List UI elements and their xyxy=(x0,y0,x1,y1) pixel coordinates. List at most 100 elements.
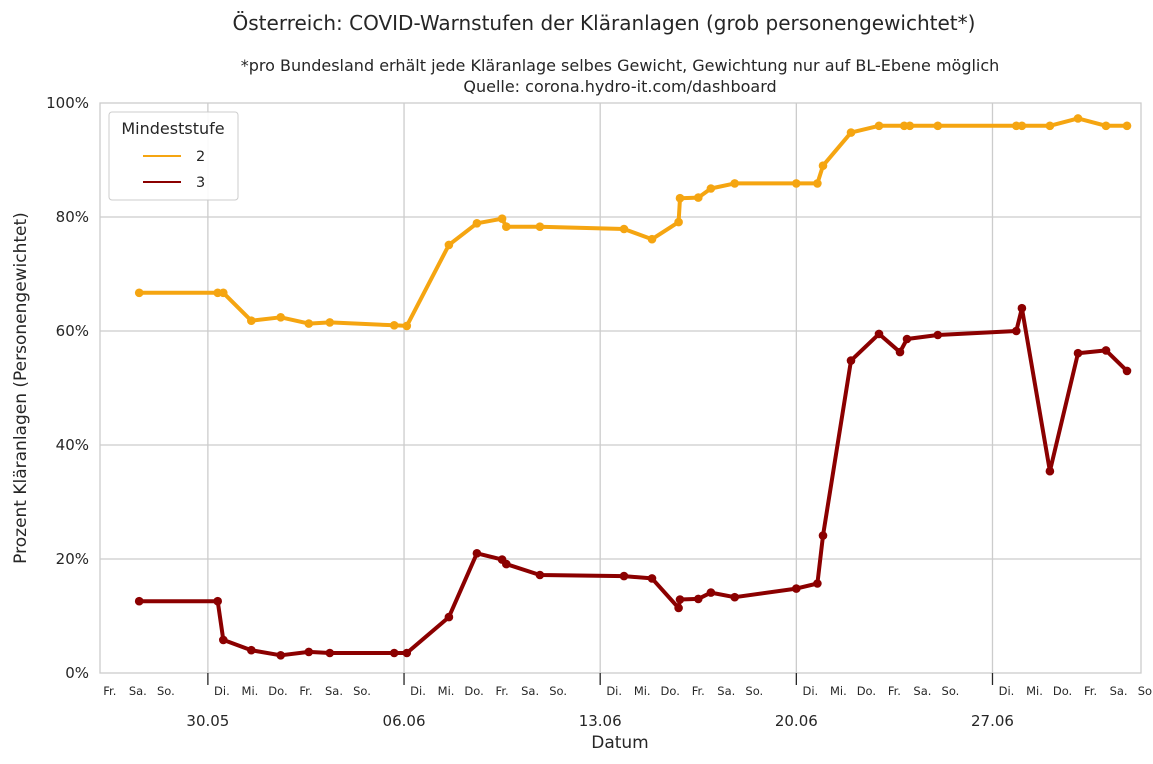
x-day-label: Di. xyxy=(410,684,426,698)
data-point-series-2 xyxy=(694,193,703,202)
x-day-label: Do. xyxy=(268,684,287,698)
x-day-label: So. xyxy=(157,684,175,698)
data-point-series-2 xyxy=(134,288,144,298)
x-day-label: So. xyxy=(942,684,960,698)
data-point-series-3 xyxy=(846,356,856,365)
data-point-series-3 xyxy=(213,596,222,606)
data-point-series-3 xyxy=(1045,466,1055,476)
data-point-series-2 xyxy=(502,222,511,231)
plot-frame xyxy=(99,102,1142,674)
data-point-series-2 xyxy=(874,121,884,131)
data-point-series-3 xyxy=(219,635,228,645)
x-day-label: Sa. xyxy=(129,684,147,698)
data-point-series-3 xyxy=(895,347,905,357)
data-point-series-3 xyxy=(647,574,657,583)
data-point-series-2 xyxy=(535,222,545,231)
data-point-series-3 xyxy=(874,329,884,339)
x-axis-label: Datum xyxy=(591,733,649,753)
x-major-tick-label: 13.06 xyxy=(579,712,622,730)
data-point-series-2 xyxy=(933,121,943,131)
data-point-series-2 xyxy=(813,179,822,188)
data-point-series-2 xyxy=(730,179,739,188)
x-day-label: Mi. xyxy=(438,684,455,698)
data-point-series-2 xyxy=(1073,114,1083,123)
y-tick-label: 100% xyxy=(46,94,89,112)
data-point-series-2 xyxy=(472,219,482,228)
x-day-label: Fr. xyxy=(496,684,509,698)
grid xyxy=(100,103,1141,673)
x-day-label: Sa. xyxy=(325,684,343,698)
x-day-label: Sa. xyxy=(521,684,539,698)
data-point-series-3 xyxy=(902,334,912,344)
x-day-label: So. xyxy=(549,684,567,698)
x-day-label: Fr. xyxy=(299,684,312,698)
x-day-label: Mi. xyxy=(1026,684,1043,698)
data-point-series-2 xyxy=(402,321,412,331)
data-point-series-2 xyxy=(818,161,828,170)
data-point-series-3 xyxy=(1012,326,1021,336)
x-day-label: Fr. xyxy=(1084,684,1097,698)
data-point-series-2 xyxy=(1101,121,1111,131)
x-day-label: So. xyxy=(353,684,371,698)
data-point-series-3 xyxy=(304,647,314,657)
y-tick-label: 60% xyxy=(56,322,89,340)
data-point-series-2 xyxy=(706,184,716,193)
x-day-label: Do. xyxy=(661,684,680,698)
data-point-series-3 xyxy=(619,571,629,581)
x-day-label: Do. xyxy=(464,684,483,698)
data-point-series-3 xyxy=(706,588,716,597)
y-tick-label: 80% xyxy=(56,208,89,226)
legend-label-series-3: 3 xyxy=(196,175,205,191)
x-major-tick-label: 20.06 xyxy=(775,712,818,730)
data-point-series-2 xyxy=(497,214,507,223)
x-day-label: Mi. xyxy=(242,684,259,698)
x-day-label: Sa. xyxy=(717,684,735,698)
data-point-series-2 xyxy=(1017,121,1027,131)
data-point-series-3 xyxy=(535,570,545,580)
legend: Mindeststufe 2 3 xyxy=(108,111,239,201)
data-point-series-2 xyxy=(1045,121,1055,131)
data-point-series-3 xyxy=(792,584,801,593)
data-point-series-3 xyxy=(730,592,739,602)
data-point-series-3 xyxy=(818,531,828,540)
data-point-series-2 xyxy=(219,288,228,298)
data-point-series-3 xyxy=(134,596,144,606)
chart-subtitle-line-1: *pro Bundesland erhält jede Kläranlage s… xyxy=(241,56,1000,75)
series-lines xyxy=(134,114,1132,660)
data-point-series-2 xyxy=(325,318,335,327)
data-point-series-2 xyxy=(792,179,801,188)
x-day-label: Di. xyxy=(802,684,818,698)
x-day-label: So. xyxy=(745,684,763,698)
data-point-series-3 xyxy=(1122,366,1132,376)
y-axis-ticks: 0% 20% 40% 60% 80% 100% xyxy=(46,94,89,682)
x-major-tick-label: 30.05 xyxy=(186,712,229,730)
data-point-series-3 xyxy=(247,645,256,655)
data-point-series-2 xyxy=(304,319,314,328)
x-day-label: Sa. xyxy=(913,684,931,698)
x-day-label: Fr. xyxy=(692,684,705,698)
x-day-label: Fr. xyxy=(103,684,116,698)
data-point-series-3 xyxy=(389,648,399,658)
x-day-label: Mi. xyxy=(634,684,651,698)
data-point-series-2 xyxy=(389,321,399,330)
data-point-series-3 xyxy=(402,648,412,658)
data-point-series-2 xyxy=(619,224,629,234)
x-day-label: Fr. xyxy=(888,684,901,698)
data-point-series-3 xyxy=(276,651,286,660)
data-point-series-2 xyxy=(675,193,685,203)
data-point-series-2 xyxy=(444,240,454,250)
data-point-series-2 xyxy=(905,121,915,131)
data-point-series-2 xyxy=(846,128,856,137)
data-point-series-3 xyxy=(674,603,683,613)
legend-label-series-2: 2 xyxy=(196,149,205,165)
legend-title: Mindeststufe xyxy=(121,119,224,138)
data-point-series-3 xyxy=(675,595,685,604)
x-axis-ticks: 30.05 06.06 13.06 20.06 27.06 Fr. Sa. So. Di. Mi.… xyxy=(103,673,1153,730)
x-day-label: So. xyxy=(1138,684,1153,698)
data-point-series-2 xyxy=(647,234,657,244)
x-day-label: Do. xyxy=(857,684,876,698)
x-day-label: Di. xyxy=(606,684,622,698)
data-point-series-3 xyxy=(694,594,703,604)
data-point-series-2 xyxy=(276,313,286,322)
